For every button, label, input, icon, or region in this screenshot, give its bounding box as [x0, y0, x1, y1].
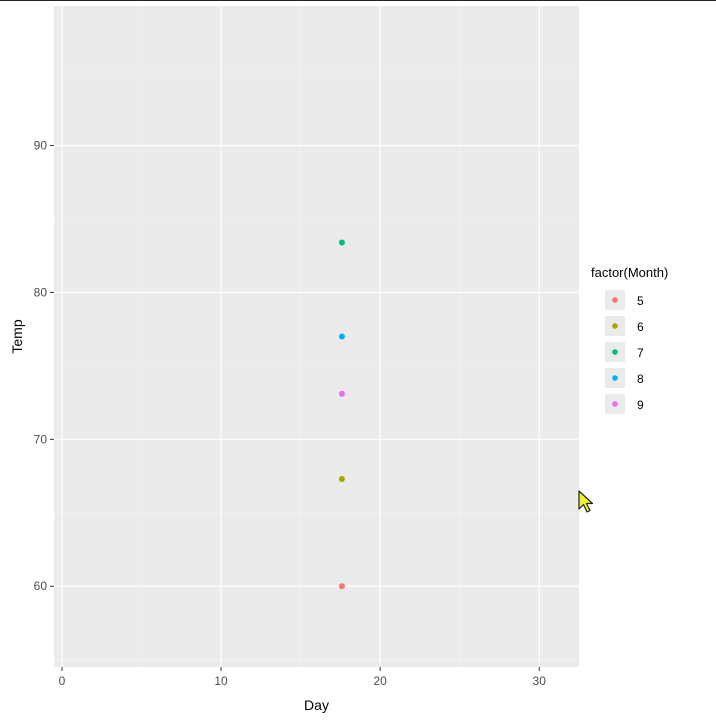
- legend-label-6: 6: [637, 320, 644, 334]
- legend-key-7: [612, 349, 618, 355]
- axis-ticks: [50, 145, 540, 671]
- data-point-month-9: [338, 390, 345, 397]
- x-tick-label: 20: [373, 674, 387, 688]
- legend-key-5: [612, 297, 618, 303]
- mouse-cursor-icon: [578, 490, 594, 513]
- legend-title: factor(Month): [591, 265, 668, 280]
- y-tick-label: 60: [34, 579, 48, 593]
- data-points: [338, 239, 345, 590]
- legend-label-8: 8: [637, 372, 644, 386]
- legend-label-9: 9: [637, 398, 644, 412]
- y-axis-title: Temp: [9, 319, 25, 353]
- data-point-month-8: [338, 333, 345, 340]
- x-tick-label: 30: [533, 674, 547, 688]
- x-tick-label: 10: [214, 674, 228, 688]
- y-tick-label: 70: [34, 432, 48, 446]
- data-point-month-6: [338, 475, 345, 482]
- legend-key-8: [612, 375, 618, 381]
- grid-minor: [54, 6, 579, 667]
- legend-label-7: 7: [637, 346, 644, 360]
- x-axis-title: Day: [304, 697, 329, 713]
- x-tick-label: 0: [59, 674, 66, 688]
- y-tick-label: 90: [34, 139, 48, 153]
- grid-major: [54, 6, 579, 667]
- legend-items: 5 6 7 8 9: [605, 290, 644, 414]
- y-tick-label: 80: [34, 285, 48, 299]
- data-point-month-5: [338, 583, 345, 590]
- legend-label-5: 5: [637, 294, 644, 308]
- top-border-line: [0, 0, 716, 1]
- legend-key-6: [612, 323, 618, 329]
- legend-key-9: [612, 401, 618, 407]
- data-point-month-7: [338, 239, 345, 246]
- legend: factor(Month) 5 6 7 8 9: [591, 265, 668, 414]
- axis-tick-labels: 0 10 20 30 60 70 80 90: [34, 139, 547, 688]
- plot-panel: [54, 6, 579, 667]
